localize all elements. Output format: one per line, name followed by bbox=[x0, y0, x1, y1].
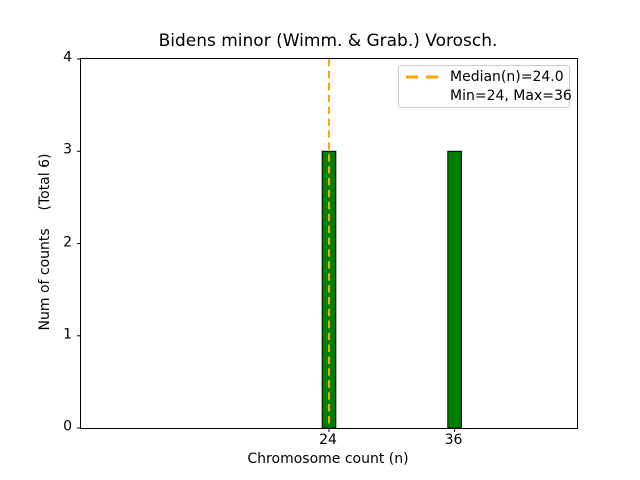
legend-entry-minmax: Min=24, Max=36 bbox=[406, 87, 572, 106]
bar bbox=[447, 150, 462, 429]
legend: Median(n)=24.0 Min=24, Max=36 bbox=[398, 65, 572, 108]
plot-canvas bbox=[77, 58, 462, 432]
y-axis-label: Num of counts (Total 6) bbox=[37, 153, 53, 331]
legend-label-median: Median(n)=24.0 bbox=[450, 68, 564, 85]
y-tick-label: 3 bbox=[63, 141, 72, 158]
y-tick-label: 0 bbox=[63, 418, 72, 435]
y-tick-label: 4 bbox=[63, 49, 72, 66]
legend-entry-median: Median(n)=24.0 bbox=[406, 68, 564, 87]
x-axis-label: Chromosome count (n) bbox=[247, 451, 409, 467]
plot-area bbox=[77, 58, 578, 432]
x-tick-label: 36 bbox=[444, 432, 463, 448]
chart-title: Bidens minor (Wimm. & Grab.) Vorosch. bbox=[158, 31, 498, 51]
x-tick-label: 24 bbox=[319, 432, 337, 448]
y-tick-label: 2 bbox=[63, 234, 72, 250]
median-dashed-line-icon bbox=[406, 75, 440, 79]
y-tick-label: 1 bbox=[63, 326, 72, 343]
legend-label-minmax: Min=24, Max=36 bbox=[450, 87, 572, 104]
